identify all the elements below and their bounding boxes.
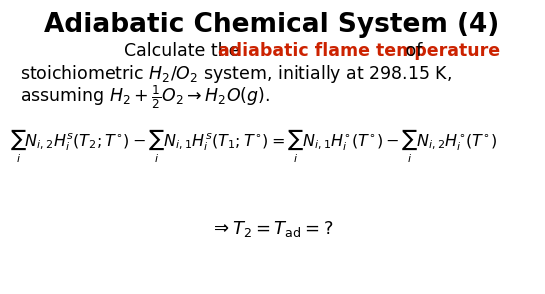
Text: assuming $H_2 + \frac{1}{2}O_2 \rightarrow H_2O(g)$.: assuming $H_2 + \frac{1}{2}O_2 \rightarr… [20,83,270,111]
Text: of: of [399,42,422,60]
Text: stoichiometric $H_2/O_2$ system, initially at 298.15 K,: stoichiometric $H_2/O_2$ system, initial… [20,63,452,85]
Text: $\sum_i N_{i,2} H_i^s(T_2; T^{\circ}) - \sum_i N_{i,1} H_i^s(T_1; T^{\circ}) = \: $\sum_i N_{i,2} H_i^s(T_2; T^{\circ}) - … [10,127,497,165]
Text: adiabatic flame temperature: adiabatic flame temperature [218,42,500,60]
Text: Calculate the: Calculate the [124,42,245,60]
Text: Adiabatic Chemical System (4): Adiabatic Chemical System (4) [44,12,500,38]
Text: $\Rightarrow T_2 = T_{\mathrm{ad}} =?$: $\Rightarrow T_2 = T_{\mathrm{ad}} =?$ [210,219,334,239]
